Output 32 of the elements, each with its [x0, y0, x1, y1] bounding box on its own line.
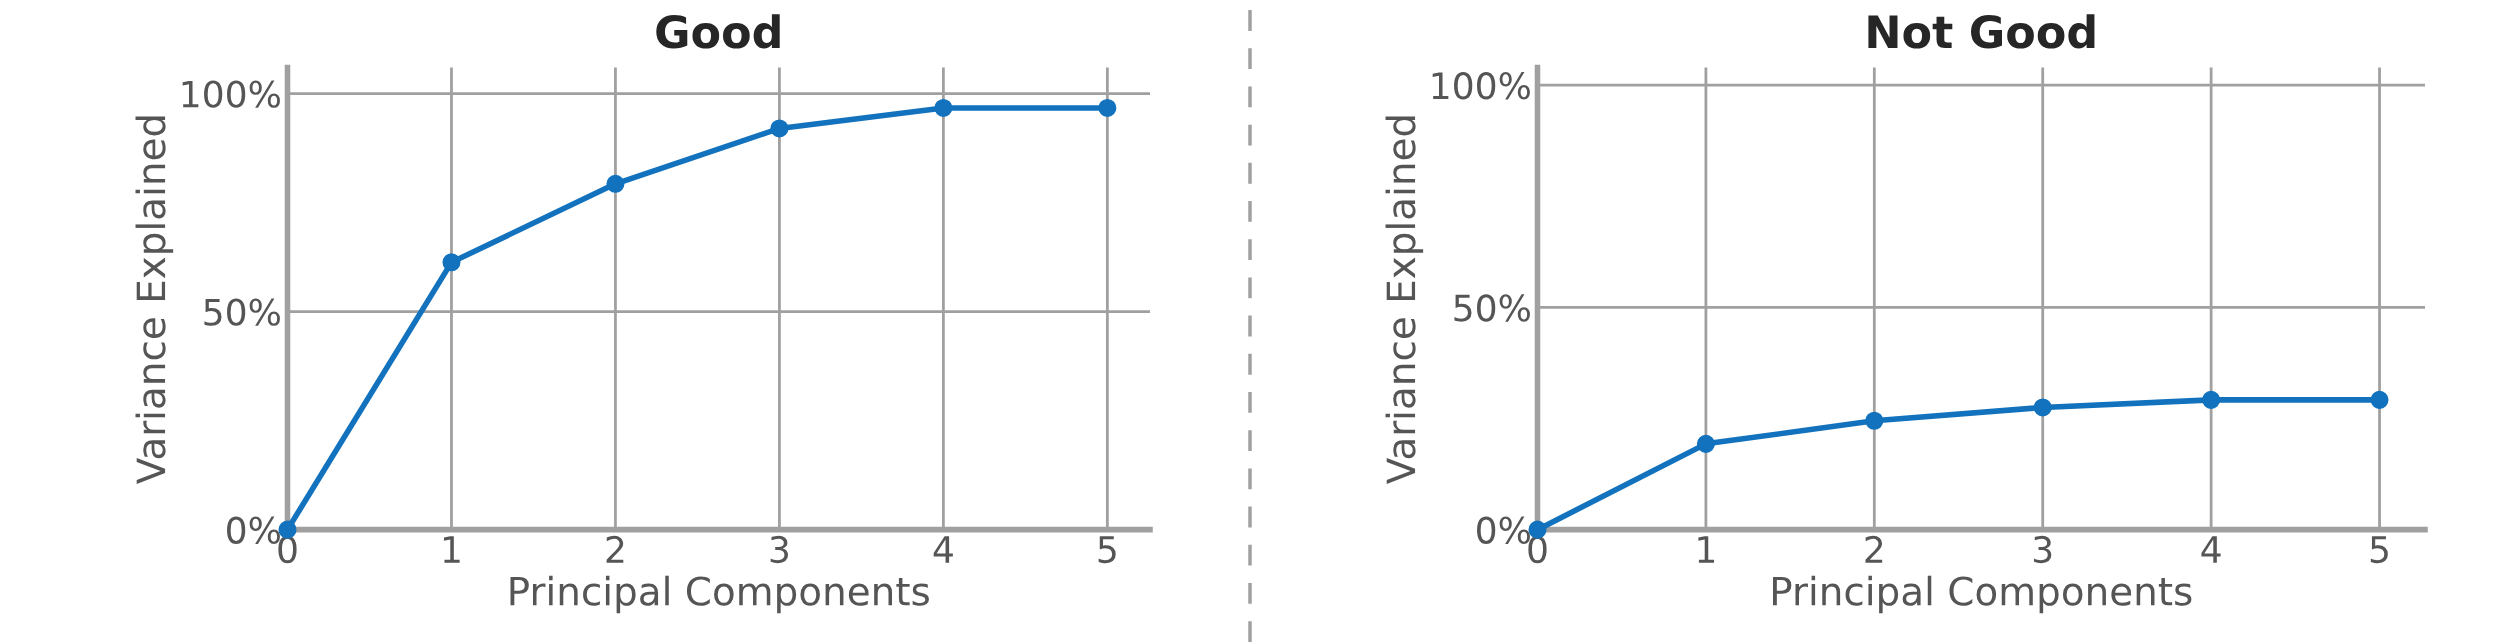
- x-tick-label: 3: [2033, 535, 2052, 564]
- x-axis-title: Principal Components: [1773, 575, 2192, 614]
- x-tick-label: 4: [2201, 536, 2221, 563]
- point: [934, 98, 953, 117]
- y-axis-title: Variance Explained: [135, 116, 174, 484]
- point: [2033, 398, 2052, 417]
- chart-title: Good: [656, 14, 780, 49]
- x-tick-label: 1: [1698, 536, 1715, 563]
- y-tick-label: 0%: [227, 516, 280, 544]
- x-tick-label: 2: [1865, 535, 1883, 563]
- point: [2370, 390, 2389, 409]
- point: [1098, 98, 1117, 117]
- x-tick-label: 2: [606, 535, 624, 563]
- x-tick-label: 1: [443, 536, 460, 563]
- y-tick-label: 100%: [1432, 72, 1530, 100]
- x-tick-label: 3: [770, 535, 789, 564]
- y-tick-label: 0%: [1477, 516, 1530, 544]
- point: [1696, 434, 1715, 453]
- x-tick-label: 4: [933, 536, 953, 563]
- y-tick-label: 50%: [1454, 294, 1530, 322]
- point: [2202, 390, 2221, 409]
- point: [606, 174, 625, 193]
- y-axis-title: Variance Explained: [1385, 116, 1424, 484]
- y-tick-label: 50%: [204, 298, 280, 326]
- chart-title: Not Good: [1868, 14, 2095, 49]
- point: [1865, 411, 1884, 430]
- point: [442, 253, 461, 272]
- x-tick-label: 5: [2370, 536, 2388, 564]
- x-tick-label: 5: [1098, 536, 1116, 564]
- point: [770, 119, 789, 138]
- y-tick-label: 100%: [182, 80, 280, 108]
- x-axis-title: Principal Components: [510, 575, 929, 614]
